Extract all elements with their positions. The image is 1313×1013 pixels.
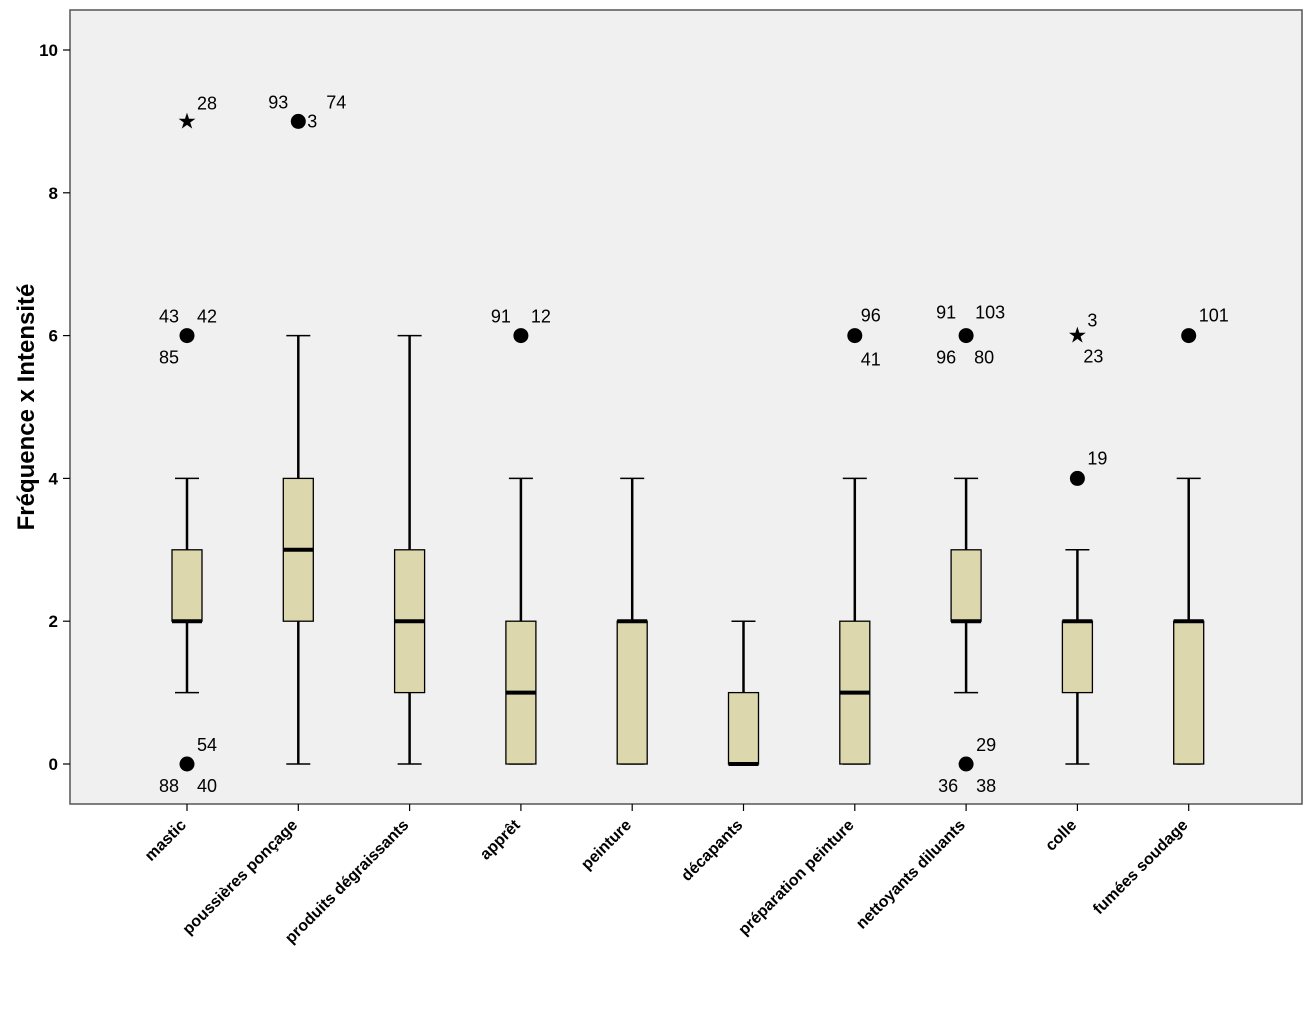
box-iqr: [616, 620, 648, 765]
x-category-label: produits dégraissants: [282, 817, 412, 947]
x-category-label: poussières ponçage: [180, 817, 301, 938]
y-tick-label: 10: [39, 41, 58, 60]
outlier-label: 103: [975, 303, 1005, 323]
outlier-label: 74: [326, 92, 346, 112]
y-tick-label: 4: [49, 469, 59, 488]
outlier-star-marker: ★: [1068, 323, 1088, 348]
box-group: 101: [1173, 306, 1229, 765]
y-tick-label: 8: [49, 184, 58, 203]
outlier-circle-marker: [1069, 470, 1085, 486]
box-group: 96 41: [839, 306, 881, 765]
outlier-star-marker: ★: [177, 108, 197, 133]
y-tick-label: 2: [49, 612, 58, 631]
outlier-circle-marker: [179, 756, 195, 772]
outlier-circle-marker: [290, 113, 306, 129]
box-group: 91 12: [491, 307, 551, 765]
y-tick-label: 6: [49, 327, 58, 346]
box-group: ★3 23 19: [1061, 311, 1107, 765]
outlier-label: 3: [307, 111, 317, 131]
outlier-label: 96: [936, 348, 956, 368]
outlier-circle-marker: [958, 328, 974, 344]
outlier-label: 88: [159, 776, 179, 796]
x-category-label: peinture: [578, 817, 635, 874]
outlier-label: 54: [197, 735, 217, 755]
outlier-label: 40: [197, 776, 217, 796]
box-iqr: [950, 549, 982, 622]
box-iqr: [171, 549, 203, 622]
box-iqr: [1061, 620, 1094, 694]
outlier-label: 19: [1087, 448, 1107, 468]
outlier-label: 12: [531, 307, 551, 327]
outlier-circle-marker: [513, 328, 529, 344]
outlier-label: 36: [938, 776, 958, 796]
outlier-label: 91: [936, 303, 956, 323]
box-group: ★28 43 42 85 54 88 40: [159, 93, 217, 796]
box-group: 91 103 96 80 29 36 38: [936, 303, 1005, 796]
box-iqr: [1173, 620, 1205, 765]
x-category-label: mastic: [142, 817, 190, 865]
outlier-circle-marker: [847, 328, 863, 344]
outlier-label: 38: [976, 776, 996, 796]
outlier-circle-marker: [958, 756, 974, 772]
outlier-label: 28: [197, 93, 217, 113]
outlier-label: 41: [861, 350, 881, 370]
box-group: 93 3 74: [268, 92, 346, 765]
x-category-label: nettoyants diluants: [853, 817, 969, 933]
outlier-label: 101: [1199, 306, 1229, 326]
y-tick-label: 0: [49, 755, 58, 774]
x-category-label: apprêt: [477, 816, 524, 863]
outlier-label: 96: [861, 306, 881, 326]
box-group: [616, 477, 648, 765]
y-axis-label: Fréquence x Intensité: [13, 284, 40, 531]
x-category-label: colle: [1042, 817, 1080, 855]
x-category-label: décapants: [678, 817, 746, 885]
outlier-label: 3: [1087, 311, 1097, 331]
box-group: [727, 620, 760, 766]
outlier-label: 85: [159, 348, 179, 368]
outlier-label: 93: [268, 92, 288, 112]
outlier-label: 29: [976, 735, 996, 755]
outlier-circle-marker: [1181, 328, 1197, 344]
outlier-label: 43: [159, 307, 179, 327]
box-group: [393, 334, 426, 765]
x-category-label: fumées soudage: [1090, 817, 1191, 918]
outlier-circle-marker: [179, 328, 195, 344]
outlier-label: 91: [491, 307, 511, 327]
box-iqr: [727, 691, 760, 765]
outlier-label: 23: [1083, 347, 1103, 367]
outlier-label: 42: [197, 307, 217, 327]
x-category-label: préparation peinture: [736, 817, 858, 939]
outlier-label: 80: [974, 348, 994, 368]
y-axis: 0 2 4 6 8 10: [39, 41, 70, 774]
plot-area: [69, 9, 1303, 805]
